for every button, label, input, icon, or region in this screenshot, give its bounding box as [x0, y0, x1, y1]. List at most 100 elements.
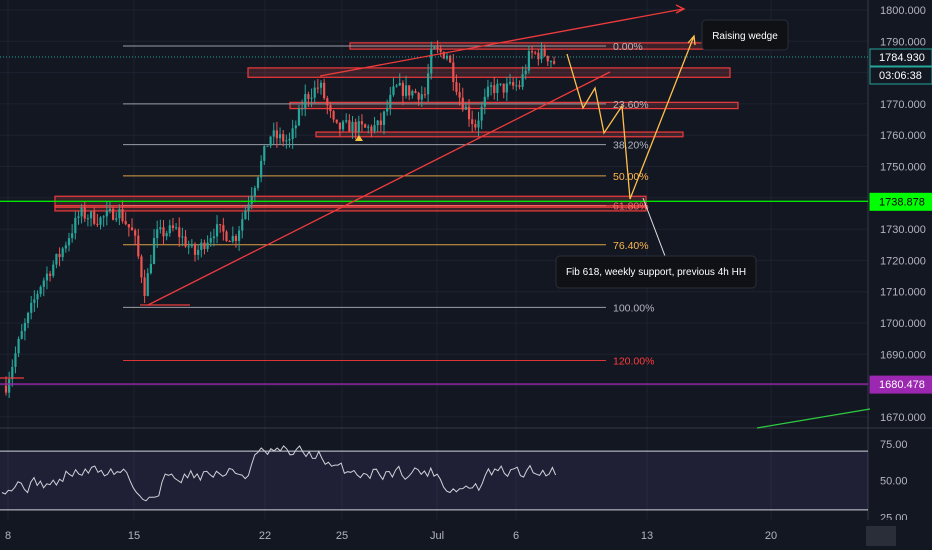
candle-body — [493, 85, 496, 93]
candle-body — [77, 216, 80, 218]
rsi-tick-label: 50.00 — [880, 476, 908, 488]
candle-body — [304, 94, 307, 109]
candle-body — [549, 61, 553, 63]
wedge-upper-line — [319, 8, 684, 77]
candle-body — [464, 106, 467, 110]
candle-body — [307, 94, 310, 99]
green-trend-line — [756, 408, 871, 429]
wedge-arrowhead — [675, 4, 686, 14]
candle-body — [105, 210, 108, 217]
candle-body — [530, 51, 534, 53]
wedge-lower-line — [147, 71, 611, 306]
price-tick-label: 1700.000 — [880, 318, 926, 330]
candle-body — [458, 92, 461, 98]
candle-body — [234, 235, 238, 241]
candle-body — [471, 119, 474, 125]
candle-body — [417, 92, 420, 100]
candle-body — [480, 106, 483, 121]
candle-body — [401, 82, 404, 96]
time-axis-bg — [0, 520, 932, 550]
green-level-tag-text: 1738.878 — [879, 196, 925, 208]
price-tick-label: 1800.000 — [880, 5, 926, 17]
price-axis[interactable]: 1800.0001790.0001780.0001770.0001760.000… — [869, 5, 932, 524]
candle-body — [8, 379, 11, 393]
candle-body — [121, 209, 124, 222]
candle-body — [49, 273, 52, 276]
price-tick-label: 1690.000 — [880, 349, 926, 361]
candle-body — [23, 323, 26, 332]
candle-body — [193, 243, 197, 255]
candle-body — [452, 62, 455, 83]
candle-body — [524, 70, 527, 75]
raising-wedge-box — [701, 19, 789, 51]
candle-body — [483, 96, 486, 107]
time-axis[interactable]: 8152225Jul6132029 — [0, 520, 932, 550]
time-tick-label: 20 — [765, 530, 777, 542]
candle-body — [152, 238, 156, 264]
candle-body — [379, 120, 382, 125]
candle-body — [395, 85, 398, 87]
last-price-tag — [869, 48, 932, 67]
candle-body — [266, 145, 269, 147]
fib-note-box — [555, 255, 757, 289]
candle-body — [247, 204, 250, 211]
candle-body — [512, 82, 515, 86]
projection-arrowhead — [687, 34, 696, 46]
candle-body — [143, 277, 146, 296]
candle-body — [206, 242, 209, 249]
candle-body — [427, 73, 430, 95]
candle-body — [127, 224, 130, 228]
candle-body — [486, 86, 490, 97]
candle-body — [4, 385, 8, 393]
candle-body — [382, 111, 386, 125]
candle-body — [310, 97, 313, 99]
candle-body — [238, 230, 241, 241]
candle-body — [461, 97, 464, 110]
time-tick-label: 8 — [5, 530, 11, 542]
candle-body — [168, 225, 171, 234]
price-tick-label: 1760.000 — [880, 130, 926, 142]
rsi-tick-label: 75.00 — [880, 439, 908, 451]
candle-body — [335, 119, 338, 123]
candle-body — [14, 353, 17, 367]
candle-body — [449, 55, 452, 63]
candle-body — [184, 236, 187, 247]
candle-body — [55, 254, 58, 265]
candle-body — [341, 121, 345, 130]
time-cursor-tag — [866, 526, 896, 546]
candle-body — [439, 48, 442, 52]
candle-body — [502, 83, 505, 93]
candle-body — [102, 216, 105, 218]
resistance-zone — [54, 205, 647, 212]
candle-body — [477, 120, 480, 128]
candle-body — [297, 108, 301, 126]
fib-level-label: 120.00% — [613, 356, 654, 368]
candle-body — [225, 231, 228, 242]
candle-body — [386, 107, 389, 112]
time-tick-label: 22 — [259, 530, 271, 542]
candle-body — [61, 248, 64, 258]
candle-body — [275, 130, 278, 139]
candle-body — [209, 238, 212, 243]
candle-body — [282, 134, 285, 142]
candle-body — [420, 94, 423, 100]
candle-body — [467, 106, 471, 120]
candle-body — [203, 242, 206, 249]
candle-body — [30, 302, 33, 313]
candle-body — [376, 120, 379, 126]
candle-body — [89, 211, 93, 219]
drawing-overlays — [0, 4, 871, 429]
time-tick-label: 6 — [513, 530, 519, 542]
candle-body — [219, 224, 222, 226]
candle-body — [543, 48, 546, 56]
candle-body — [392, 86, 395, 95]
candle-body — [546, 55, 549, 62]
candle-body — [118, 209, 121, 219]
candle-body — [499, 83, 502, 85]
resistance-zone — [247, 67, 731, 78]
candle-body — [272, 130, 275, 137]
candle-body — [389, 94, 392, 108]
